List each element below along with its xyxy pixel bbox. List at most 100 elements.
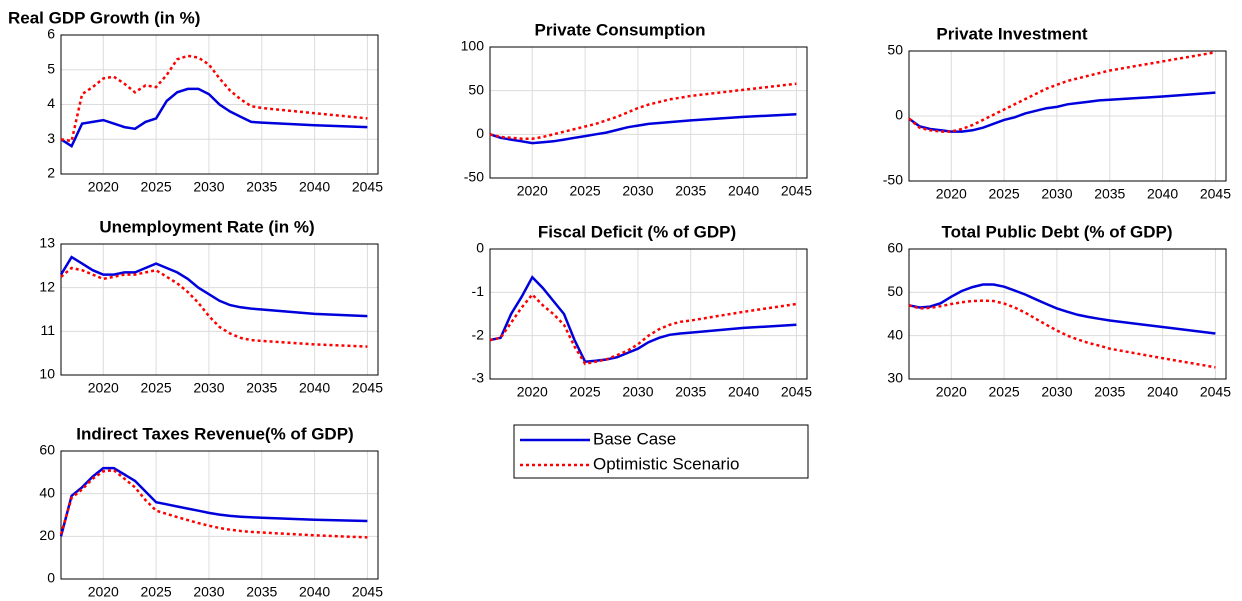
x-tick-label: 2035 [1094,186,1125,202]
x-tick-label: 2045 [781,384,812,400]
x-tick-label: 2020 [88,380,119,396]
y-tick-label: 13 [39,235,55,251]
x-tick-label: 2035 [246,179,277,195]
axes-box [489,46,808,179]
x-tick-label: 2040 [728,384,759,400]
x-tick-label: 2035 [246,380,277,396]
x-tick-label: 2045 [352,380,383,396]
y-tick-label: 6 [47,26,55,42]
axes-box [908,50,1227,182]
x-tick-label: 2035 [675,183,706,199]
x-tick-label: 2035 [246,584,277,600]
y-tick-label: 60 [39,442,55,458]
x-tick-label: 2025 [141,380,172,396]
x-tick-label: 2040 [728,183,759,199]
x-tick-label: 2035 [675,384,706,400]
y-tick-label: 20 [39,527,55,543]
axes-box [60,450,379,580]
chart-title: Unemployment Rate (in %) [99,217,314,236]
plot-area [490,249,807,379]
series-line [60,87,368,149]
x-tick-label: 2030 [622,384,653,400]
series-line [59,255,368,318]
x-tick-label: 2030 [622,183,653,199]
y-tick-label: -50 [883,172,903,188]
x-tick-label: 2020 [936,186,967,202]
x-tick-label: 2030 [1041,186,1072,202]
series-line [59,468,368,539]
x-tick-label: 2025 [141,584,172,600]
y-tick-label: 0 [895,107,903,123]
series-line [908,51,1216,133]
x-tick-label: 2045 [1200,186,1231,202]
x-tick-label: 2030 [193,584,224,600]
plot-area [490,47,807,178]
x-tick-label: 2040 [299,584,330,600]
chart-title: Real GDP Growth (in %) [8,8,200,27]
axes-box [60,34,379,175]
x-tick-label: 2020 [88,179,119,195]
y-tick-label: 60 [887,240,903,256]
y-tick-label: 10 [39,366,55,382]
x-tick-label: 2030 [1041,384,1072,400]
y-tick-label: 30 [887,370,903,386]
legend-label: Optimistic Scenario [593,454,739,473]
x-tick-label: 2025 [989,384,1020,400]
chart-title: Private Consumption [535,20,706,39]
y-tick-label: 50 [887,283,903,299]
legend-box [513,424,809,479]
y-tick-label: 2 [47,165,55,181]
y-tick-label: 3 [47,130,55,146]
y-tick-label: 40 [887,326,903,342]
y-tick-label: 50 [468,81,484,97]
y-tick-label: 5 [47,60,55,76]
x-tick-label: 2040 [299,179,330,195]
x-tick-label: 2040 [1147,186,1178,202]
series-line [489,112,797,145]
y-tick-label: 0 [476,240,484,256]
x-tick-label: 2030 [193,179,224,195]
x-tick-label: 2030 [193,380,224,396]
x-tick-label: 2025 [989,186,1020,202]
plot-area [909,249,1226,379]
x-tick-label: 2020 [936,384,967,400]
y-tick-label: -2 [472,326,485,342]
x-tick-label: 2025 [570,183,601,199]
x-tick-label: 2025 [570,384,601,400]
x-tick-label: 2040 [299,380,330,396]
axes-box [60,243,379,376]
y-tick-label: -1 [472,283,485,299]
y-tick-label: 4 [47,95,55,111]
x-tick-label: 2035 [1094,384,1125,400]
series-line [908,299,1216,369]
x-tick-label: 2020 [517,384,548,400]
legend [513,424,809,479]
chart-title: Indirect Taxes Revenue(% of GDP) [76,424,353,443]
axes-box [489,248,808,380]
x-tick-label: 2045 [352,179,383,195]
y-tick-label: 0 [476,125,484,141]
y-tick-label: 40 [39,484,55,500]
x-tick-label: 2045 [781,183,812,199]
series-line [908,91,1216,133]
legend-label: Base Case [593,429,676,448]
x-tick-label: 2025 [141,179,172,195]
series-line [908,283,1216,335]
y-tick-label: -50 [464,169,484,185]
series-line [489,82,797,140]
chart-title: Private Investment [936,24,1088,43]
y-tick-label: 11 [40,322,55,338]
y-tick-label: 100 [461,38,485,54]
plot-area [61,244,378,375]
x-tick-label: 2045 [1200,384,1231,400]
x-tick-label: 2020 [88,584,119,600]
x-tick-label: 2040 [1147,384,1178,400]
series-line [60,54,368,143]
y-tick-label: 0 [47,570,55,586]
axes-box [908,248,1227,380]
chart-title: Total Public Debt (% of GDP) [941,222,1172,241]
x-tick-label: 2045 [352,584,383,600]
x-tick-label: 2020 [517,183,548,199]
chart-title: Fiscal Deficit (% of GDP) [538,222,736,241]
